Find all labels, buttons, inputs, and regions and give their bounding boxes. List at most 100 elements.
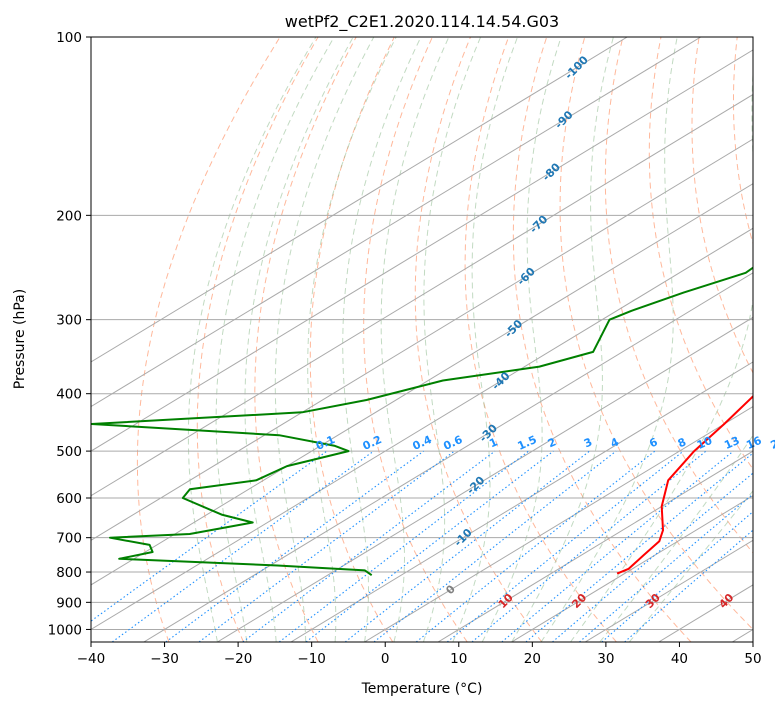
- mixing-ratio-line: [91, 450, 328, 622]
- moist-adiabat: [244, 37, 354, 642]
- x-tick-label: −10: [297, 651, 326, 667]
- x-tick-label: 20: [524, 651, 541, 667]
- isotherm: [143, 272, 753, 642]
- y-tick-label: 500: [56, 444, 82, 460]
- dry-adiabat: [691, 37, 753, 374]
- moist-adiabat: [274, 37, 375, 642]
- moist-adiabat: [628, 490, 753, 642]
- x-tick-label: −40: [77, 651, 106, 667]
- mixing-ratio-label: 20: [769, 434, 775, 452]
- mixing-ratio-line: [165, 450, 424, 642]
- x-tick-label: 0: [381, 651, 390, 667]
- y-tick-label: 800: [56, 565, 82, 581]
- mixing-ratio-line: [525, 452, 753, 642]
- isotherm: [217, 316, 753, 642]
- mixing-ratio-line: [601, 511, 753, 642]
- moist-adiabat: [215, 37, 335, 642]
- dry-adiabat: [136, 37, 281, 642]
- isotherm: [290, 361, 753, 642]
- mixing-ratio-label: 16: [744, 434, 764, 452]
- x-axis: −40 −30 −20 −10 0 10 20 30 40 50: [77, 642, 762, 667]
- moist-adiabat: [540, 37, 678, 642]
- isotherm: [91, 37, 628, 363]
- isotherm: [91, 227, 753, 631]
- isotherm-label: 20: [569, 591, 589, 611]
- isotherm-label: 30: [643, 591, 663, 611]
- isotherm-label: -50: [502, 317, 525, 340]
- mixing-ratio-line: [305, 450, 554, 642]
- mixing-ratio-line: [501, 450, 734, 642]
- y-tick-label: 200: [56, 208, 82, 224]
- mixing-ratio-line: [111, 450, 375, 642]
- mixing-ratio-line: [471, 450, 707, 642]
- isotherm: [511, 495, 753, 642]
- isotherm: [91, 93, 753, 497]
- x-tick-label: −30: [150, 651, 179, 667]
- dewpoint-line: [91, 266, 753, 577]
- x-axis-title: Temperature (°C): [361, 681, 483, 697]
- isotherm-label: -100: [562, 53, 591, 82]
- isotherm: [91, 138, 753, 541]
- isotherm-label: -20: [464, 474, 487, 497]
- chart-title: wetPf2_C2E1.2020.114.14.54.G03: [285, 12, 559, 32]
- isotherm: [91, 37, 702, 408]
- dry-adiabat: [559, 37, 753, 631]
- mixing-ratio-line: [579, 493, 753, 642]
- moist-adiabat: [187, 37, 317, 642]
- mixing-ratio-line: [415, 450, 656, 642]
- isotherm-label: 40: [716, 591, 736, 611]
- y-tick-label: 1000: [48, 622, 82, 638]
- mixing-ratio-label: 6: [647, 435, 660, 450]
- dry-adiabat: [512, 37, 692, 642]
- moist-adiabat: [422, 37, 482, 642]
- y-tick-label: 400: [56, 387, 82, 403]
- mixing-ratio-label: 0.2: [361, 433, 384, 453]
- isotherm: [364, 405, 753, 642]
- mixing-ratio-line: [278, 450, 529, 642]
- mixing-ratio-label: 10: [695, 434, 715, 452]
- x-tick-label: −20: [224, 651, 253, 667]
- mixing-ratio-line: [552, 472, 753, 642]
- moist-adiabat: [342, 37, 422, 642]
- isotherm-label: -80: [540, 160, 563, 183]
- moist-adiabat: [452, 37, 518, 642]
- dry-adiabat: [464, 37, 617, 642]
- isotherm: [732, 628, 753, 642]
- moist-adiabat: [380, 37, 450, 642]
- y-axis-title: Pressure (hPa): [12, 289, 28, 389]
- isotherm: [91, 49, 753, 452]
- x-tick-label: 50: [744, 651, 761, 667]
- isotherm-label: -60: [515, 265, 538, 288]
- moist-adiabat: [599, 434, 753, 642]
- y-tick-label: 900: [56, 595, 82, 611]
- mixing-ratio-label: 13: [722, 434, 741, 452]
- x-tick-label: 10: [450, 651, 467, 667]
- y-tick-label: 700: [56, 531, 82, 547]
- mixing-ratio-line: [198, 450, 455, 642]
- y-axis: 100 200 300 400 500 600 700 800 900 1000: [48, 30, 91, 638]
- mixing-ratio-label: 0.4: [411, 433, 434, 453]
- isotherm: [91, 183, 753, 586]
- mixing-ratio-line: [446, 450, 684, 642]
- background-lines: [91, 37, 753, 642]
- temperature-line: [616, 394, 753, 575]
- isotherm: [437, 450, 753, 642]
- moist-adiabat: [570, 67, 753, 642]
- isotherm: [584, 539, 753, 642]
- y-tick-label: 100: [56, 30, 82, 46]
- isotherm-label: -70: [527, 212, 550, 235]
- mixing-ratio-line: [242, 450, 496, 642]
- mixing-ratio-label: 3: [582, 435, 594, 450]
- x-tick-label: 40: [671, 651, 688, 667]
- y-tick-label: 600: [56, 491, 82, 507]
- mixing-ratio-label: 0.1: [314, 433, 337, 453]
- moist-adiabat: [481, 37, 562, 642]
- y-tick-label: 300: [56, 313, 82, 329]
- plot-frame: [90, 36, 754, 643]
- mixing-ratio-line: [624, 529, 753, 642]
- data-series: [91, 266, 753, 577]
- dry-adiabat: [648, 37, 753, 470]
- moist-adiabat: [511, 37, 614, 642]
- moist-adiabat: [307, 37, 397, 642]
